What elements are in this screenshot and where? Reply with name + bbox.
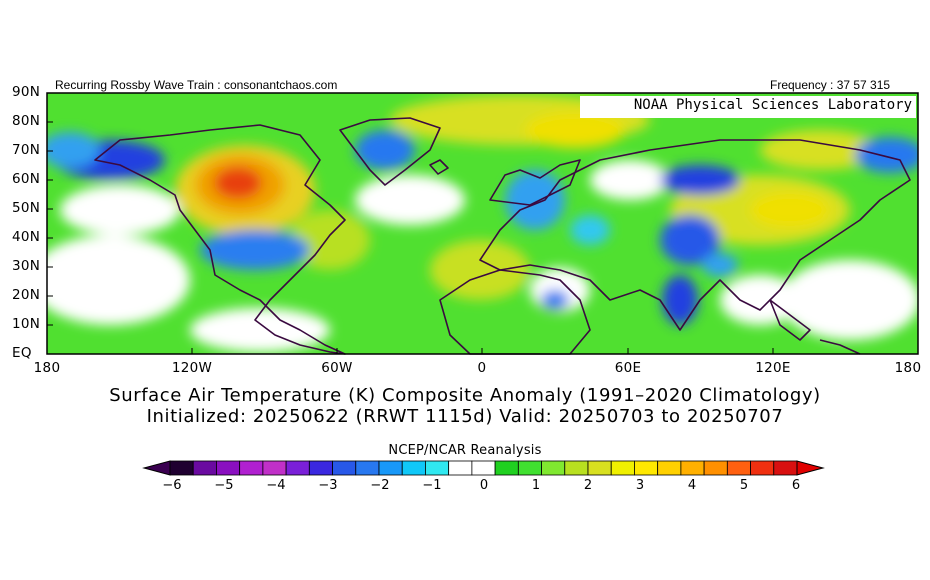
lon-label-120w: 120W <box>171 360 213 376</box>
lat-label-50n: 50N <box>12 200 41 216</box>
colorbar-swatch <box>610 460 635 476</box>
colorbar-tick-label: 6 <box>791 478 801 493</box>
colorbar-swatch <box>425 460 450 476</box>
colorbar-swatch <box>750 460 775 476</box>
colorbar-swatch <box>448 460 473 476</box>
colorbar-swatch <box>169 460 194 476</box>
colorbar-swatch <box>355 460 380 476</box>
lat-label-60n: 60N <box>12 171 41 187</box>
header-left-text: Recurring Rossby Wave Train : consonantc… <box>55 78 338 92</box>
colorbar-swatch <box>378 460 403 476</box>
colorbar-swatch <box>517 460 542 476</box>
colorbar-tick-label: 3 <box>635 478 645 493</box>
colorbar-swatch <box>726 460 751 476</box>
colorbar-tick-label: 0 <box>479 478 489 493</box>
lat-label-10n: 10N <box>12 316 41 332</box>
lon-label-120e: 120E <box>755 360 791 376</box>
colorbar-over-arrow <box>796 460 825 476</box>
lat-label-30n: 30N <box>12 258 41 274</box>
lat-label-40n: 40N <box>12 229 41 245</box>
lon-label-180e: 180 <box>894 360 922 376</box>
anomaly-field <box>47 93 918 354</box>
colorbar-tick-label: −2 <box>370 478 390 493</box>
lat-label-20n: 20N <box>12 287 41 303</box>
lat-label-70n: 70N <box>12 142 41 158</box>
colorbar-tick-label: −5 <box>214 478 234 493</box>
colorbar-swatch <box>587 460 612 476</box>
colorbar-swatch <box>494 460 519 476</box>
colorbar-tick-label: 1 <box>531 478 541 493</box>
colorbar-swatch <box>634 460 659 476</box>
colorbar-swatch <box>332 460 357 476</box>
colorbar-tick-label: 2 <box>583 478 593 493</box>
figure-title-line2: Initialized: 20250622 (RRWT 1115d) Valid… <box>146 406 784 427</box>
lat-label-80n: 80N <box>12 113 41 129</box>
lon-label-60w: 60W <box>321 360 353 376</box>
colorbar-tick-label: −3 <box>318 478 338 493</box>
colorbar-tick-label: −1 <box>422 478 442 493</box>
colorbar-swatch <box>657 460 682 476</box>
colorbar-tick-label: 5 <box>739 478 749 493</box>
colorbar-swatch <box>680 460 705 476</box>
colorbar-swatch <box>216 460 241 476</box>
map-ticks <box>47 92 774 354</box>
colorbar-swatch <box>401 460 426 476</box>
colorbar-swatch <box>564 460 589 476</box>
colorbar-tick-label: −4 <box>266 478 286 493</box>
colorbar-label: NCEP/NCAR Reanalysis <box>388 443 542 458</box>
lon-label-0: 0 <box>477 360 487 376</box>
map-credit-text: NOAA Physical Sciences Laboratory <box>634 97 912 113</box>
figure-title-line1: Surface Air Temperature (K) Composite An… <box>109 385 821 406</box>
colorbar-swatch <box>471 460 496 476</box>
lon-label-180w: 180 <box>33 360 61 376</box>
colorbar-swatch <box>308 460 333 476</box>
colorbar-tick-label: 4 <box>687 478 697 493</box>
colorbar-tick-label: −6 <box>162 478 182 493</box>
colorbar-under-arrow <box>142 460 171 476</box>
colorbar-swatch <box>285 460 310 476</box>
lat-label-90n: 90N <box>12 84 41 100</box>
coastlines <box>94 117 911 355</box>
colorbar-swatch <box>192 460 217 476</box>
lat-label-eq: EQ <box>12 345 32 361</box>
colorbar-swatch <box>239 460 264 476</box>
colorbar-swatch <box>703 460 728 476</box>
colorbar-swatch <box>541 460 566 476</box>
header-frequency-text: Frequency : 37 57 315 <box>770 78 891 92</box>
lon-label-60e: 60E <box>614 360 642 376</box>
colorbar-swatch <box>262 460 287 476</box>
colorbar-swatch <box>773 460 798 476</box>
